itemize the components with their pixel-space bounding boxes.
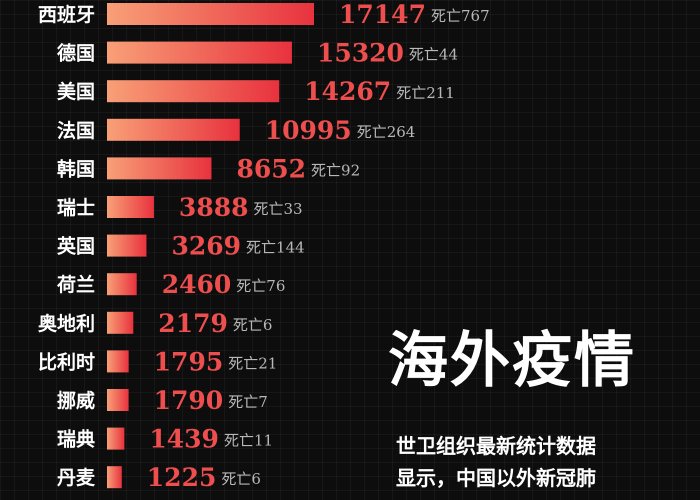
death-label: 死亡7 — [228, 393, 268, 411]
headline: 海外疫情 — [388, 326, 636, 396]
country-label: 德国 — [57, 42, 95, 65]
value-label: 1439 — [149, 425, 219, 454]
bar — [107, 273, 137, 296]
bar — [107, 389, 129, 411]
country-label: 挪威 — [57, 389, 95, 412]
country-label: 奥地利 — [38, 312, 95, 335]
value-label: 3888 — [179, 193, 249, 222]
value-label: 2460 — [162, 270, 232, 299]
country-label: 瑞典 — [57, 428, 95, 451]
country-label: 法国 — [57, 119, 95, 142]
value-label: 17147 — [339, 0, 426, 29]
bar — [107, 196, 154, 218]
bar — [107, 3, 314, 25]
death-label: 死亡92 — [311, 161, 360, 179]
country-label: 韩国 — [57, 157, 95, 180]
death-label: 死亡44 — [409, 46, 458, 64]
death-label: 死亡33 — [254, 200, 303, 218]
bar — [107, 41, 292, 64]
value-label: 10995 — [265, 116, 352, 145]
bar — [107, 80, 280, 103]
bar — [107, 157, 212, 180]
death-label: 死亡76 — [236, 277, 285, 295]
country-label: 丹麦 — [57, 466, 96, 489]
death-label: 死亡264 — [357, 123, 416, 141]
death-label: 死亡21 — [228, 354, 277, 372]
bar — [107, 350, 129, 373]
description-line: 世卫组织最新统计数据 — [396, 434, 596, 458]
value-label: 1790 — [154, 386, 224, 415]
value-label: 15320 — [317, 39, 404, 68]
value-label: 3269 — [171, 232, 241, 261]
value-label: 1795 — [154, 347, 224, 376]
bar — [107, 466, 122, 489]
bar — [107, 427, 125, 450]
country-label: 比利时 — [38, 351, 95, 373]
country-label: 西班牙 — [38, 3, 95, 26]
value-label: 8652 — [236, 154, 306, 183]
country-label: 英国 — [57, 235, 95, 258]
value-label: 2179 — [158, 309, 228, 338]
description-line: 显示，中国以外新冠肺 — [396, 466, 596, 490]
country-label: 荷兰 — [57, 273, 95, 296]
death-label: 死亡767 — [431, 7, 490, 25]
death-label: 死亡144 — [246, 239, 305, 257]
bar — [107, 118, 240, 141]
value-label: 1225 — [147, 463, 217, 492]
bar — [107, 311, 134, 334]
death-label: 死亡211 — [396, 84, 455, 102]
death-label: 死亡6 — [233, 316, 273, 334]
value-label: 14267 — [304, 77, 391, 106]
description: 世卫组织最新统计数据 显示，中国以外新冠肺 — [396, 430, 596, 494]
death-label: 死亡11 — [224, 432, 273, 450]
country-label: 美国 — [57, 80, 95, 103]
country-label: 瑞士 — [57, 196, 95, 219]
death-label: 死亡6 — [221, 470, 261, 488]
bar — [107, 234, 147, 257]
